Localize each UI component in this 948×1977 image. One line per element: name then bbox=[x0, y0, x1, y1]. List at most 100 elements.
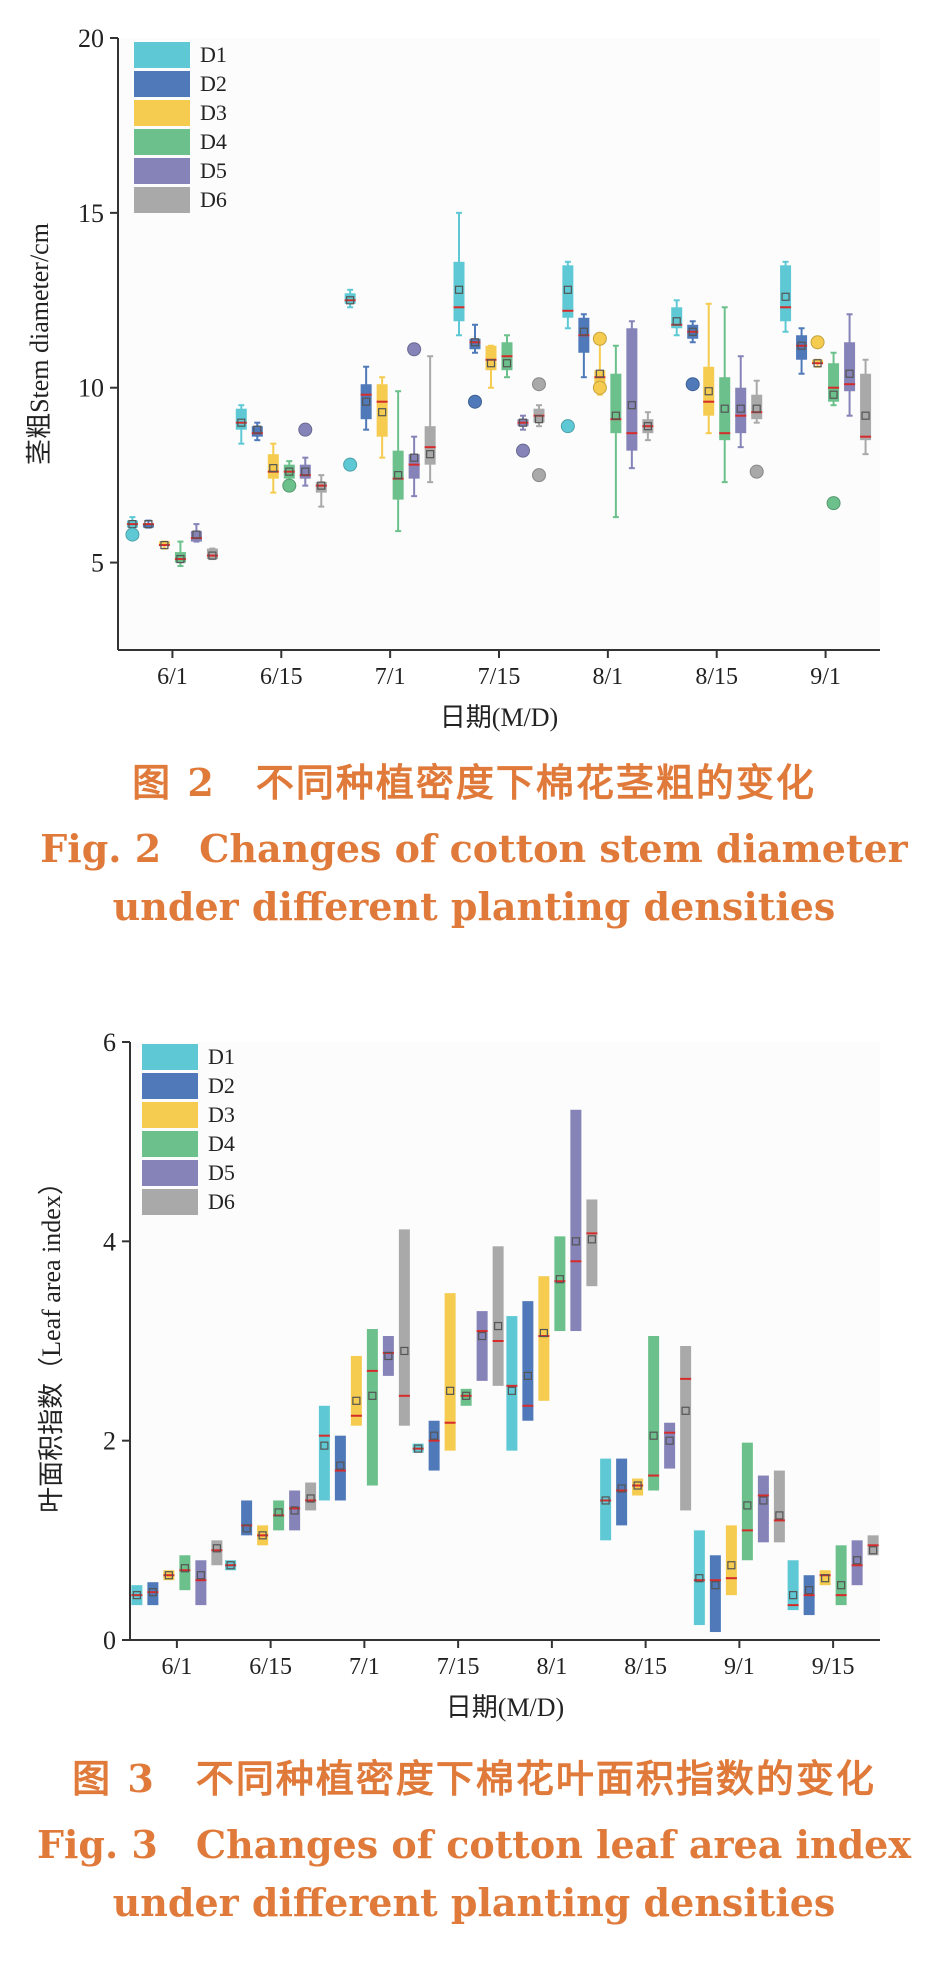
mean-marker bbox=[775, 1511, 784, 1520]
outlier-point bbox=[592, 380, 607, 395]
box-body bbox=[570, 1109, 582, 1332]
box-D3-9/1 bbox=[810, 335, 825, 368]
y-tick-label: 5 bbox=[91, 549, 104, 578]
figure-2-caption-en-line2: under different planting densities bbox=[112, 884, 836, 929]
y-tick-label: 2 bbox=[103, 1427, 116, 1456]
mean-marker bbox=[394, 471, 403, 480]
mean-marker bbox=[695, 1574, 704, 1583]
box-D4-8/15 bbox=[648, 1336, 660, 1491]
box-D2-6/15 bbox=[241, 1500, 253, 1536]
mean-marker bbox=[160, 540, 169, 550]
box-D5-7/1 bbox=[407, 342, 422, 498]
box-D1-8/15 bbox=[671, 299, 683, 337]
x-tick-label: 7/1 bbox=[349, 1654, 380, 1680]
box-D5-8/15 bbox=[664, 1422, 676, 1469]
box-D2-9/15 bbox=[803, 1575, 815, 1616]
outlier-point bbox=[298, 422, 313, 437]
mean-marker bbox=[672, 317, 681, 326]
box-D1-8/1 bbox=[506, 1316, 518, 1451]
figure-2-caption-en-line1: Fig. 2 Changes of cotton stem diameter bbox=[40, 826, 908, 871]
mean-marker bbox=[743, 1501, 752, 1510]
box-body bbox=[757, 1475, 769, 1543]
stem-diameter-chart: 5 10 15 20 6/1 6/15 7/1 7/15 8/1 8/15 9/1 日期(M/D) 茎粗… bbox=[0, 0, 948, 740]
mean-marker bbox=[627, 401, 636, 410]
box-D5-9/15 bbox=[851, 1540, 863, 1586]
box-D4-8/1 bbox=[554, 1236, 566, 1332]
mean-marker bbox=[507, 1386, 516, 1395]
box-body bbox=[632, 1478, 644, 1496]
figure-3-caption-zh: 图 3 不同种植密度下棉花叶面积指数的变化 bbox=[72, 1756, 876, 1801]
leaf-area-index-chart-svg: 0 2 4 6 6/1 6/15 7/1 7/15 8/1 8/15 9/1 9/15 日期(M/D) 叶… bbox=[37, 1028, 880, 1722]
mean-marker bbox=[192, 530, 201, 539]
box-D4-7/15 bbox=[501, 334, 513, 379]
mean-marker bbox=[164, 1571, 173, 1580]
box-body bbox=[195, 1560, 207, 1606]
box-body bbox=[428, 1420, 440, 1471]
box-body bbox=[844, 342, 856, 392]
box-body bbox=[562, 265, 574, 318]
box-D6-6/15 bbox=[315, 474, 327, 508]
box-D2-6/1 bbox=[147, 1582, 159, 1606]
box-D6-6/1 bbox=[211, 1540, 223, 1566]
box-D3-8/1 bbox=[592, 331, 607, 396]
mean-marker bbox=[736, 404, 745, 413]
legend-swatch-D1 bbox=[134, 42, 190, 68]
mean-marker bbox=[633, 1481, 642, 1490]
box-body bbox=[773, 1470, 785, 1543]
box-D2-9/1 bbox=[709, 1555, 721, 1633]
legend-swatch-D4 bbox=[142, 1131, 198, 1157]
plot-area bbox=[118, 38, 880, 650]
outlier-point bbox=[749, 464, 764, 479]
mean-marker bbox=[563, 285, 572, 294]
box-body bbox=[626, 328, 638, 451]
box-D5-6/1 bbox=[190, 523, 202, 543]
box-body bbox=[828, 363, 840, 402]
mean-marker bbox=[486, 359, 496, 368]
outlier-point bbox=[560, 419, 575, 434]
x-tick-label: 7/15 bbox=[478, 664, 521, 690]
box-D1-7/15 bbox=[453, 211, 465, 337]
box-D6-8/15 bbox=[680, 1345, 692, 1511]
mean-marker bbox=[274, 1508, 283, 1517]
box-D2-7/15 bbox=[468, 323, 482, 409]
box-D6-8/1 bbox=[586, 1199, 598, 1287]
mean-marker bbox=[132, 1591, 141, 1600]
mean-marker bbox=[237, 418, 246, 427]
mean-marker bbox=[781, 292, 790, 301]
mean-marker bbox=[601, 1496, 610, 1505]
mean-marker bbox=[378, 408, 387, 417]
legend-label-D2: D2 bbox=[208, 1073, 235, 1098]
box-D1-6/15 bbox=[235, 404, 247, 445]
box-body bbox=[812, 359, 824, 364]
outlier-point bbox=[125, 527, 140, 542]
box-body bbox=[703, 366, 715, 416]
figure-2-caption-zh: 图 2 不同种植密度下棉花茎粗的变化 bbox=[132, 760, 816, 805]
box-body bbox=[709, 1555, 721, 1633]
box-D1-7/15 bbox=[412, 1443, 424, 1453]
outlier-point bbox=[532, 377, 546, 392]
y-axis-label: 茎粗Stem diameter/cm bbox=[25, 223, 54, 465]
box-body bbox=[725, 1525, 737, 1596]
outlier-point bbox=[592, 331, 607, 346]
x-tick-label: 9/15 bbox=[812, 1654, 855, 1680]
mean-marker bbox=[470, 338, 480, 347]
box-D3-7/15 bbox=[485, 344, 497, 389]
box-body bbox=[142, 524, 154, 528]
box-D2-6/1 bbox=[142, 519, 154, 529]
box-D1-6/1 bbox=[125, 516, 140, 542]
legend-label-D6: D6 bbox=[208, 1189, 235, 1214]
mean-marker bbox=[454, 285, 464, 294]
x-tick-label: 9/1 bbox=[810, 664, 841, 690]
outlier-point bbox=[407, 342, 422, 357]
mean-marker bbox=[853, 1556, 862, 1565]
box-body bbox=[860, 373, 872, 441]
box-body bbox=[835, 1545, 847, 1606]
mean-marker bbox=[523, 1371, 532, 1380]
mean-marker bbox=[462, 1391, 471, 1400]
box-D3-8/15 bbox=[632, 1478, 644, 1496]
figure-3-caption-en-line2: under different planting densities bbox=[112, 1880, 836, 1925]
box-D4-6/15 bbox=[273, 1500, 285, 1531]
box-D4-7/1 bbox=[366, 1329, 378, 1486]
box-D5-6/15 bbox=[298, 422, 313, 487]
mean-marker bbox=[861, 411, 870, 420]
